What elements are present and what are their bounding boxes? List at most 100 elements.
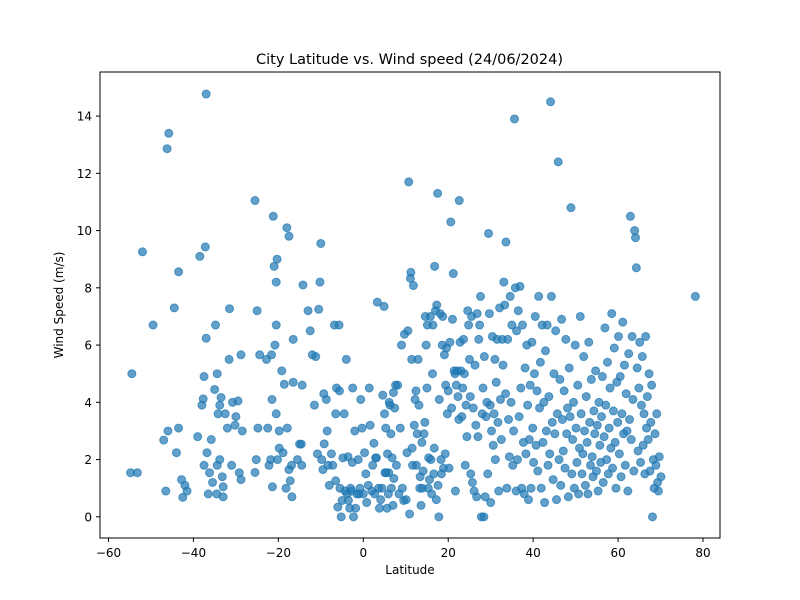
data-point — [484, 309, 494, 319]
data-point — [416, 500, 426, 510]
data-point — [389, 473, 399, 483]
data-point — [521, 449, 531, 459]
data-point — [647, 512, 657, 522]
x-tick-label: 40 — [526, 546, 541, 560]
data-point — [303, 306, 313, 316]
data-point — [319, 439, 329, 449]
data-point — [654, 452, 664, 462]
data-point — [529, 457, 539, 467]
y-axis-ticks: 0 2 4 6 8 10 12 14 — [77, 110, 100, 524]
data-point — [281, 483, 291, 493]
data-point — [438, 311, 448, 321]
data-point — [428, 369, 438, 379]
data-point — [633, 446, 643, 456]
data-point — [484, 228, 494, 238]
data-point — [535, 357, 545, 367]
data-point — [174, 423, 184, 433]
data-point — [622, 426, 632, 436]
data-point — [215, 400, 225, 410]
data-point — [551, 326, 561, 336]
data-point — [563, 492, 573, 502]
data-point — [448, 269, 458, 279]
data-point — [556, 480, 566, 490]
data-point — [353, 455, 363, 465]
data-point — [573, 380, 583, 390]
y-tick-label: 6 — [84, 339, 92, 353]
data-points — [126, 89, 700, 522]
data-point — [453, 392, 463, 402]
data-point — [539, 397, 549, 407]
data-point — [271, 277, 281, 287]
data-point — [159, 435, 169, 445]
data-point — [494, 486, 504, 496]
data-point — [651, 460, 661, 470]
data-point — [388, 388, 398, 398]
data-point — [523, 495, 533, 505]
data-point — [637, 352, 647, 362]
data-point — [533, 466, 543, 476]
data-point — [425, 311, 435, 321]
data-point — [515, 281, 525, 291]
data-point — [559, 386, 569, 396]
data-point — [401, 495, 411, 505]
data-point — [459, 334, 469, 344]
data-point — [474, 334, 484, 344]
data-point — [636, 400, 646, 410]
data-point — [333, 502, 343, 512]
data-point — [615, 372, 625, 382]
data-point — [447, 403, 457, 413]
data-point — [617, 409, 627, 419]
data-point — [604, 423, 614, 433]
data-point — [378, 390, 388, 400]
data-point — [504, 452, 514, 462]
data-point — [297, 460, 307, 470]
data-point — [646, 417, 656, 427]
data-point — [450, 486, 460, 496]
data-point — [546, 291, 556, 301]
data-point — [271, 409, 281, 419]
data-point — [211, 320, 221, 330]
data-point — [475, 320, 485, 330]
data-point — [434, 512, 444, 522]
data-point — [408, 281, 418, 291]
data-point — [523, 400, 533, 410]
data-point — [288, 377, 298, 387]
data-point — [530, 311, 540, 321]
data-point — [505, 291, 515, 301]
data-point — [433, 480, 443, 490]
data-point — [206, 435, 216, 445]
data-point — [397, 483, 407, 493]
data-point — [563, 403, 573, 413]
data-point — [195, 251, 205, 261]
data-point — [486, 498, 496, 508]
data-point — [554, 455, 564, 465]
y-tick-label: 14 — [77, 110, 92, 124]
data-point — [362, 498, 372, 508]
data-point — [315, 277, 325, 287]
data-point — [387, 453, 397, 463]
data-point — [460, 460, 470, 470]
data-point — [579, 352, 589, 362]
data-point — [466, 469, 476, 479]
data-point — [369, 438, 379, 448]
data-point — [270, 340, 280, 350]
data-point — [203, 489, 213, 499]
data-point — [250, 467, 260, 477]
data-point — [420, 417, 430, 427]
data-point — [365, 420, 375, 430]
data-point — [225, 304, 235, 314]
data-point — [459, 369, 469, 379]
data-point — [567, 469, 577, 479]
data-point — [549, 369, 559, 379]
data-point — [518, 320, 528, 330]
data-point — [491, 377, 501, 387]
data-point — [473, 432, 483, 442]
data-point — [253, 423, 263, 433]
data-point — [642, 392, 652, 402]
data-point — [542, 320, 552, 330]
data-point — [161, 486, 171, 496]
data-point — [462, 432, 472, 442]
data-point — [543, 460, 553, 470]
data-point — [164, 128, 174, 138]
data-point — [568, 435, 578, 445]
